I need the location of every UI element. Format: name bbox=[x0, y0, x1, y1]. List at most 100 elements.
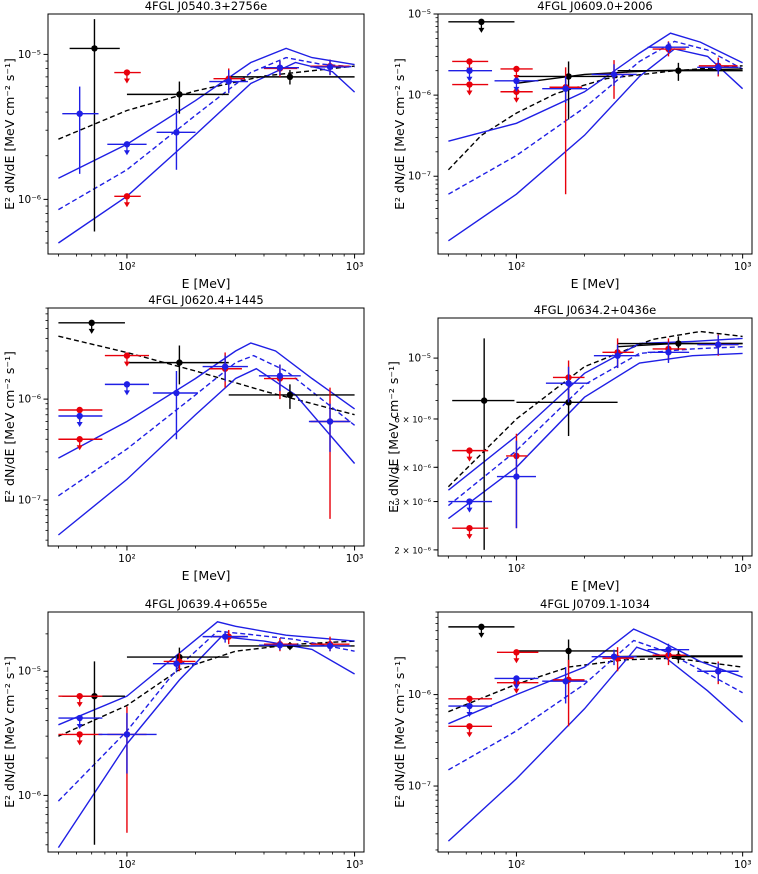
upper-limit-arrow bbox=[513, 684, 520, 690]
chart-plot-area bbox=[57, 621, 355, 848]
y-tick-label: 4 × 10⁻⁶ bbox=[394, 464, 431, 474]
point-marker bbox=[466, 702, 473, 710]
upper-limit-arrow bbox=[513, 86, 520, 92]
data-point-red bbox=[448, 723, 493, 738]
point-marker bbox=[286, 391, 294, 399]
upper-limit-arrow bbox=[478, 27, 485, 33]
point-marker bbox=[478, 623, 485, 631]
model-line-black-dashed bbox=[58, 640, 355, 737]
data-point-blue bbox=[308, 641, 351, 652]
x-tick-label: 10³ bbox=[734, 563, 752, 575]
point-marker bbox=[173, 129, 180, 136]
y-axis-label: E² dN/dE [MeV cm⁻² s⁻¹] bbox=[2, 351, 17, 503]
model-line-black-solid bbox=[516, 68, 743, 84]
point-marker bbox=[513, 473, 520, 480]
chart-title: 4FGL J0709.1-1034 bbox=[540, 597, 650, 611]
data-point-blue bbox=[104, 381, 150, 396]
model-line-blue-solid bbox=[447, 337, 743, 491]
y-tick-label: 10⁻⁵ bbox=[18, 666, 41, 678]
x-axis-label: E [MeV] bbox=[182, 276, 231, 291]
model-line-blue-dashed bbox=[58, 354, 356, 497]
y-tick-label: 10⁻⁵ bbox=[18, 49, 41, 61]
y-axis-label: E² dN/dE [MeV cm⁻² s⁻¹] bbox=[386, 361, 401, 513]
upper-limit-arrow bbox=[513, 658, 520, 664]
point-marker bbox=[565, 647, 572, 655]
upper-limit-arrow bbox=[88, 328, 95, 334]
data-point-blue bbox=[152, 656, 198, 673]
point-marker bbox=[610, 71, 618, 78]
data-point-blue bbox=[591, 64, 637, 86]
upper-limit-arrow bbox=[513, 74, 520, 80]
upper-limit-arrow bbox=[76, 422, 83, 428]
data-point-red bbox=[104, 352, 150, 367]
x-axis-label: E [MeV] bbox=[182, 568, 231, 583]
y-tick-label: 10⁻⁶ bbox=[408, 689, 431, 701]
x-tick-label: 10³ bbox=[346, 553, 364, 565]
model-line-blue-dashed bbox=[448, 639, 743, 771]
point-marker bbox=[276, 64, 284, 71]
upper-limit-arrow bbox=[123, 150, 130, 156]
data-point-blue bbox=[152, 370, 198, 440]
point-marker bbox=[326, 642, 334, 650]
point-marker bbox=[466, 498, 473, 505]
y-axis-label: E² dN/dE [MeV cm⁻² s⁻¹] bbox=[392, 656, 407, 808]
model-line-black-dashed bbox=[58, 335, 355, 416]
point-marker bbox=[76, 731, 83, 738]
axes-frame bbox=[437, 611, 753, 853]
y-tick-label: 10⁻⁶ bbox=[18, 790, 41, 802]
upper-limit-arrow bbox=[513, 688, 520, 694]
x-axis-label: E [MeV] bbox=[571, 578, 620, 593]
point-marker bbox=[173, 389, 180, 397]
data-point-red bbox=[452, 447, 489, 462]
point-marker bbox=[675, 653, 682, 660]
data-point-black bbox=[617, 62, 743, 81]
point-marker bbox=[91, 45, 98, 52]
data-point-blue bbox=[697, 335, 739, 355]
chart-plot-area bbox=[447, 18, 744, 242]
data-point-blue bbox=[448, 702, 493, 718]
data-point-red bbox=[552, 659, 585, 727]
data-point-black bbox=[228, 384, 355, 409]
data-point-blue bbox=[310, 59, 350, 76]
y-tick-label: 6 × 10⁻⁶ bbox=[394, 415, 431, 425]
data-point-blue bbox=[448, 498, 493, 513]
chart-panel-2: 4FGL J0609.0+2006 10² 10³ 10⁻⁷ 10⁻⁶ 10⁻⁵ E [Me… bbox=[392, 0, 753, 291]
data-point-blue bbox=[697, 60, 739, 75]
point-marker bbox=[123, 141, 131, 148]
upper-limit-arrow bbox=[478, 632, 485, 638]
data-point-blue bbox=[58, 412, 103, 428]
point-marker bbox=[715, 64, 722, 71]
data-point-blue bbox=[258, 364, 301, 392]
point-marker bbox=[123, 381, 131, 388]
data-point-black bbox=[228, 70, 355, 85]
x-tick-label: 10² bbox=[118, 261, 136, 273]
y-tick-label: 10⁻⁶ bbox=[408, 90, 431, 102]
y-tick-label: 10⁻⁶ bbox=[18, 394, 41, 406]
data-point-red bbox=[500, 88, 533, 103]
point-marker bbox=[123, 352, 131, 359]
chart-panel-4: 4FGL J0634.2+0436e 10² 10³ 2 × 10⁻⁶ 3 × 10⁻⁶… bbox=[386, 303, 753, 593]
model-line-blue-solid bbox=[447, 352, 743, 520]
chart-plot-area bbox=[58, 19, 356, 244]
point-marker bbox=[176, 91, 183, 98]
x-tick-label: 10² bbox=[508, 261, 526, 273]
model-line-blue-solid bbox=[57, 635, 355, 848]
data-point-black bbox=[62, 661, 125, 845]
point-marker bbox=[221, 363, 229, 370]
upper-limit-arrow bbox=[76, 445, 83, 451]
y-tick-label: 10⁻⁷ bbox=[408, 781, 431, 793]
point-marker bbox=[478, 18, 485, 26]
data-point-red bbox=[452, 524, 489, 540]
point-marker bbox=[614, 352, 621, 359]
data-point-blue bbox=[542, 667, 587, 704]
data-point-blue bbox=[261, 61, 300, 76]
data-point-red bbox=[58, 692, 103, 708]
point-marker bbox=[123, 731, 131, 738]
y-tick-label: 10⁻⁵ bbox=[408, 353, 431, 365]
point-marker bbox=[665, 349, 672, 356]
point-marker bbox=[76, 110, 83, 117]
data-point-blue bbox=[496, 440, 536, 529]
point-marker bbox=[562, 678, 569, 685]
point-marker bbox=[123, 193, 131, 200]
